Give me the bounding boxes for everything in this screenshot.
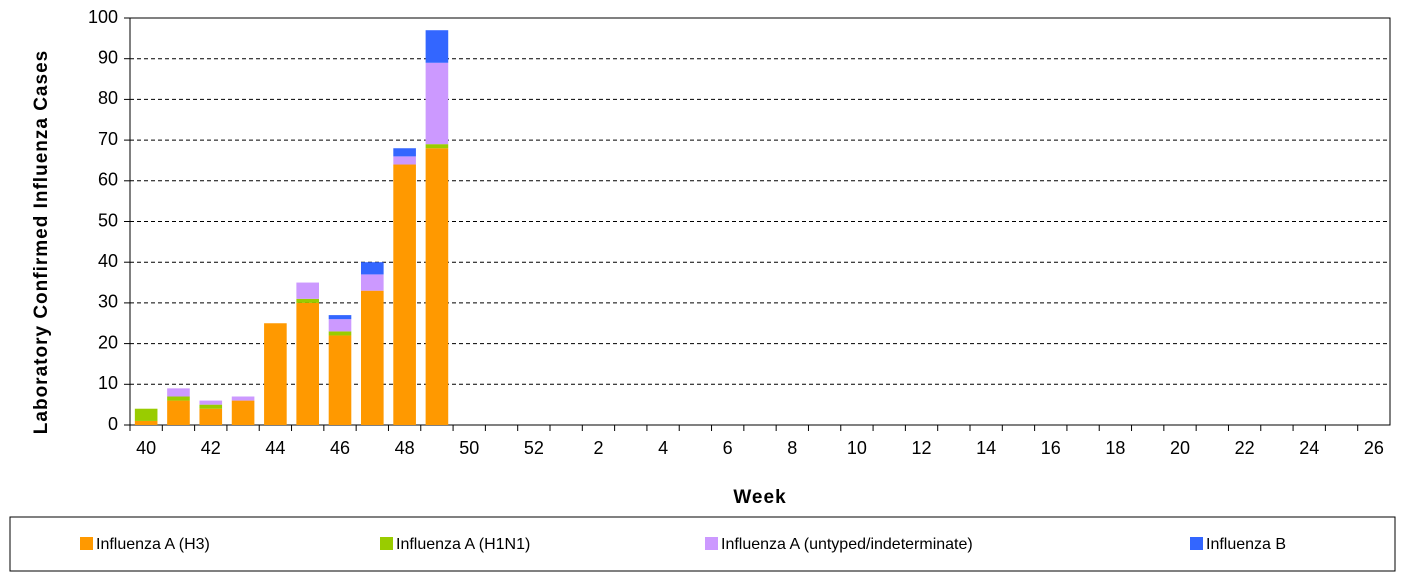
x-tick-label: 46 xyxy=(330,438,350,458)
x-tick-label: 10 xyxy=(847,438,867,458)
bar-segment xyxy=(393,156,416,165)
y-tick-label: 50 xyxy=(98,210,118,230)
x-tick-label: 6 xyxy=(723,438,733,458)
y-tick-label: 60 xyxy=(98,170,118,190)
bar-segment xyxy=(425,148,449,426)
y-tick-label: 10 xyxy=(98,373,118,393)
bar-segment xyxy=(296,298,319,303)
x-tick-label: 24 xyxy=(1299,438,1319,458)
x-tick-label: 22 xyxy=(1235,438,1255,458)
legend-swatch xyxy=(1190,537,1203,550)
bar-segment xyxy=(167,388,190,397)
bar-segment xyxy=(296,302,319,425)
y-tick-label: 70 xyxy=(98,129,118,149)
x-tick-label: 4 xyxy=(658,438,668,458)
bar-segment xyxy=(425,30,449,63)
bar-segment xyxy=(199,408,223,425)
x-tick-label: 40 xyxy=(136,438,156,458)
y-axis-title: Laboratory Confirmed Influenza Cases xyxy=(31,49,52,435)
x-tick-label: 26 xyxy=(1364,438,1384,458)
y-tick-label: 90 xyxy=(98,47,118,67)
legend-label: Influenza A (untyped/indeterminate) xyxy=(721,536,973,553)
x-tick-label: 42 xyxy=(201,438,221,458)
bar-segment xyxy=(361,262,384,275)
bar-segment xyxy=(199,400,223,405)
x-tick-label: 44 xyxy=(265,438,285,458)
legend-box xyxy=(9,516,1396,572)
y-tick-label: 80 xyxy=(98,88,118,108)
bar-segment xyxy=(328,315,352,320)
legend-swatch xyxy=(80,537,93,550)
bar-segment xyxy=(328,319,352,332)
bar-segment xyxy=(134,408,158,421)
bar-segment xyxy=(393,164,416,425)
y-tick-label: 100 xyxy=(88,7,118,27)
bar-segment xyxy=(361,290,384,425)
x-tick-label: 50 xyxy=(459,438,479,458)
bar-segment xyxy=(167,396,190,401)
bar-segment xyxy=(231,400,255,425)
bar-segment xyxy=(296,282,319,299)
bar-segment xyxy=(264,323,287,425)
legend-swatch xyxy=(705,537,718,550)
x-tick-label: 48 xyxy=(395,438,415,458)
legend-label: Influenza A (H1N1) xyxy=(396,536,530,553)
bar-segment xyxy=(231,396,255,401)
bar-segment xyxy=(361,274,384,291)
plot-frame xyxy=(129,17,1391,426)
x-tick-label: 18 xyxy=(1105,438,1125,458)
legend-label: Influenza B xyxy=(1206,536,1286,553)
y-tick-label: 40 xyxy=(98,251,118,271)
bar-segment xyxy=(393,148,416,157)
x-tick-label: 12 xyxy=(912,438,932,458)
legend-label: Influenza A (H3) xyxy=(96,536,210,553)
bar-segment xyxy=(328,335,352,425)
x-tick-label: 20 xyxy=(1170,438,1190,458)
bar-segment xyxy=(199,404,223,409)
bar-segment xyxy=(134,420,158,425)
y-tick-label: 20 xyxy=(98,332,118,352)
y-tick-label: 30 xyxy=(98,292,118,312)
bar-segment xyxy=(425,144,449,149)
legend-swatch xyxy=(380,537,393,550)
y-tick-label: 0 xyxy=(108,414,118,434)
x-tick-label: 52 xyxy=(524,438,544,458)
x-tick-label: 16 xyxy=(1041,438,1061,458)
bar-segment xyxy=(167,400,190,425)
x-tick-label: 8 xyxy=(787,438,797,458)
bar-segment xyxy=(328,331,352,336)
bar-segment xyxy=(425,62,449,145)
x-axis-title: Week xyxy=(733,487,786,508)
x-tick-label: 2 xyxy=(593,438,603,458)
x-tick-label: 14 xyxy=(976,438,996,458)
